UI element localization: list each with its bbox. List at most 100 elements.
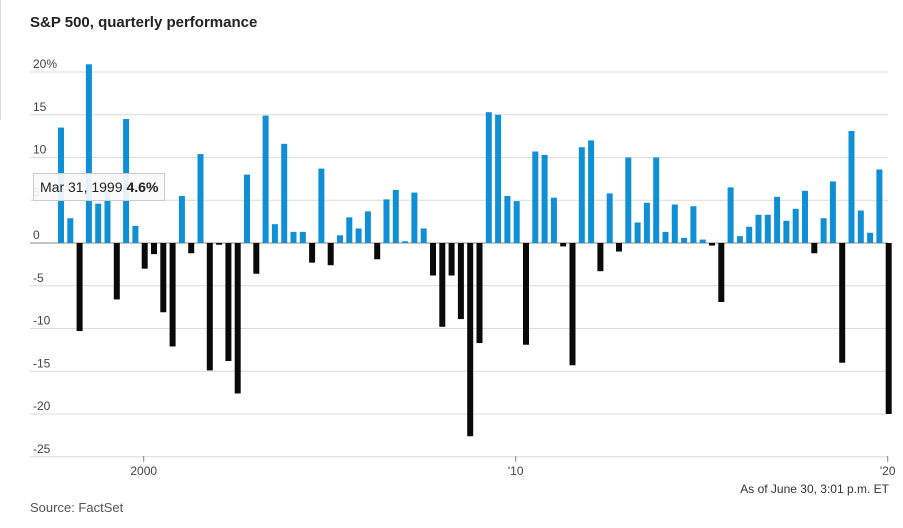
bar[interactable]	[439, 243, 446, 327]
bar[interactable]	[457, 243, 464, 320]
bar[interactable]	[802, 190, 808, 243]
hover-tooltip: Mar 31, 1999 4.6%	[33, 173, 166, 201]
bar[interactable]	[392, 189, 399, 243]
bar[interactable]	[430, 243, 436, 276]
bar[interactable]	[560, 243, 567, 247]
bar[interactable]	[662, 231, 669, 243]
bar[interactable]	[188, 243, 195, 254]
bar[interactable]	[95, 203, 102, 243]
bar[interactable]	[616, 243, 622, 252]
bar[interactable]	[643, 202, 650, 243]
bar[interactable]	[820, 218, 827, 243]
y-tick-label: -20	[33, 399, 51, 413]
bar[interactable]	[309, 243, 316, 263]
y-tick-label: -15	[33, 356, 51, 370]
bar[interactable]	[374, 243, 381, 260]
bar[interactable]	[709, 243, 715, 246]
bar[interactable]	[578, 147, 585, 243]
bar[interactable]	[160, 243, 167, 313]
bar[interactable]	[811, 243, 818, 254]
bar[interactable]	[597, 243, 604, 272]
bar[interactable]	[699, 239, 706, 243]
bar[interactable]	[197, 154, 204, 243]
tooltip-value: 4.6%	[126, 179, 159, 195]
bar[interactable]	[485, 112, 492, 243]
bar[interactable]	[569, 243, 576, 366]
bar[interactable]	[634, 222, 641, 243]
bar[interactable]	[476, 243, 483, 344]
bar[interactable]	[792, 208, 799, 243]
bar[interactable]	[234, 243, 241, 394]
bar[interactable]	[253, 243, 260, 274]
bar[interactable]	[736, 236, 743, 243]
bar[interactable]	[467, 243, 474, 437]
bar[interactable]	[550, 197, 557, 243]
bar[interactable]	[532, 151, 539, 243]
bar[interactable]	[206, 243, 213, 371]
bar[interactable]	[746, 226, 753, 243]
bar[interactable]	[364, 211, 371, 243]
bar[interactable]	[216, 243, 223, 245]
bar[interactable]	[718, 243, 725, 302]
bar[interactable]	[513, 201, 520, 243]
chart-title: S&P 500, quarterly performance	[30, 14, 258, 31]
bar[interactable]	[764, 214, 771, 243]
bar[interactable]	[318, 168, 325, 243]
bar[interactable]	[355, 228, 362, 243]
bar[interactable]	[867, 232, 874, 243]
bar[interactable]	[76, 243, 83, 332]
bar[interactable]	[774, 196, 781, 243]
bar[interactable]	[625, 157, 632, 244]
bar[interactable]	[402, 241, 409, 243]
x-tick-label: 2000	[130, 464, 157, 478]
bar[interactable]	[67, 218, 74, 243]
bar[interactable]	[541, 154, 548, 243]
y-axis-ticks: 20%151050-5-10-15-20-25	[33, 57, 57, 456]
bar[interactable]	[178, 195, 185, 243]
bar[interactable]	[85, 64, 92, 244]
bar[interactable]	[783, 220, 790, 243]
bar[interactable]	[262, 115, 269, 243]
bar[interactable]	[681, 237, 688, 243]
bar[interactable]	[411, 192, 418, 243]
bar[interactable]	[383, 199, 390, 243]
bar[interactable]	[327, 243, 334, 266]
y-tick-label: -25	[33, 442, 51, 456]
bar[interactable]	[448, 243, 455, 276]
bar[interactable]	[839, 243, 846, 363]
bar[interactable]	[271, 224, 278, 243]
timestamp-note: As of June 30, 3:01 p.m. ET	[740, 482, 889, 496]
bar[interactable]	[848, 130, 855, 243]
bar[interactable]	[104, 185, 111, 243]
bar[interactable]	[141, 243, 148, 269]
bar[interactable]	[290, 231, 297, 243]
bar[interactable]	[588, 140, 595, 243]
x-tick-label: '20	[880, 464, 896, 478]
bar[interactable]	[169, 243, 176, 347]
bar[interactable]	[876, 169, 883, 243]
bar[interactable]	[727, 187, 734, 243]
bar[interactable]	[281, 143, 288, 243]
y-tick-label: 0	[33, 228, 40, 242]
bar[interactable]	[132, 225, 139, 243]
bar[interactable]	[346, 217, 353, 243]
bar[interactable]	[151, 243, 157, 255]
bar[interactable]	[829, 181, 836, 243]
bar[interactable]	[606, 193, 613, 243]
bar[interactable]	[885, 243, 892, 414]
bar[interactable]	[299, 231, 306, 243]
bar[interactable]	[225, 243, 232, 361]
bar[interactable]	[671, 204, 678, 243]
bar[interactable]	[690, 206, 697, 243]
bar[interactable]	[857, 210, 864, 243]
left-divider	[0, 0, 1, 120]
bar[interactable]	[420, 228, 427, 243]
bar[interactable]	[244, 174, 250, 243]
bar[interactable]	[504, 195, 511, 243]
bar[interactable]	[755, 214, 762, 243]
bar[interactable]	[523, 243, 529, 345]
bar[interactable]	[113, 243, 120, 300]
bar[interactable]	[495, 114, 502, 243]
bar[interactable]	[337, 235, 343, 243]
bar[interactable]	[653, 157, 660, 244]
